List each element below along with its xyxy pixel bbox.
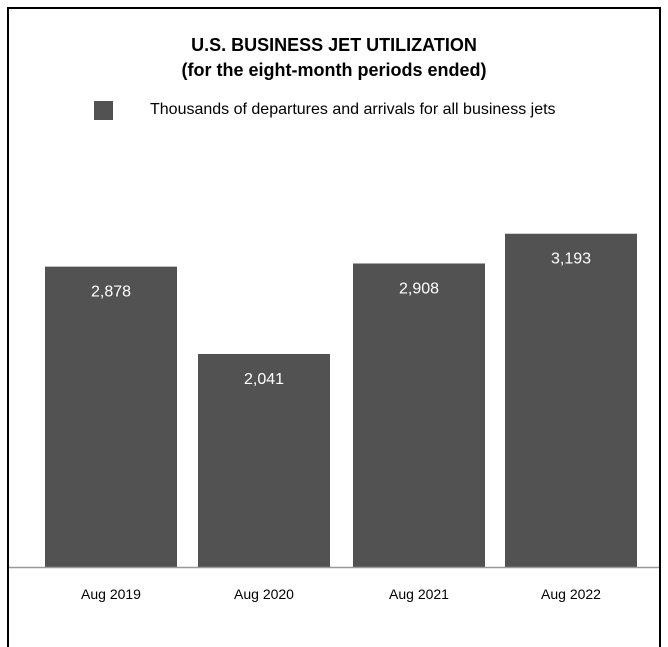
legend-swatch	[94, 100, 113, 120]
bar-aug-2019	[45, 266, 177, 567]
bar-aug-2022	[505, 233, 637, 568]
legend-label: Thousands of departures and arrivals for…	[150, 101, 556, 118]
x-tick-label: Aug 2021	[389, 586, 449, 602]
bar-chart: 2,878 Aug 2019 2,041 Aug 2020 2,908 Aug 2021 3…	[9, 233, 659, 602]
bar-aug-2021	[353, 263, 485, 567]
bar-value-label: 2,878	[91, 284, 131, 301]
bar-value-label: 2,908	[399, 280, 439, 297]
bar-aug-2020	[198, 353, 330, 567]
chart-title: U.S. BUSINESS JET UTILIZATION	[191, 35, 477, 55]
bar-value-label: 3,193	[551, 251, 591, 268]
x-tick-label: Aug 2019	[81, 586, 141, 602]
chart-legend: Thousands of departures and arrivals for…	[94, 100, 556, 120]
x-tick-label: Aug 2020	[234, 586, 294, 602]
bar-value-label: 2,041	[244, 371, 284, 388]
chart-frame	[7, 7, 661, 647]
chart-subtitle: (for the eight-month periods ended)	[181, 60, 487, 80]
x-tick-label: Aug 2022	[541, 586, 601, 602]
